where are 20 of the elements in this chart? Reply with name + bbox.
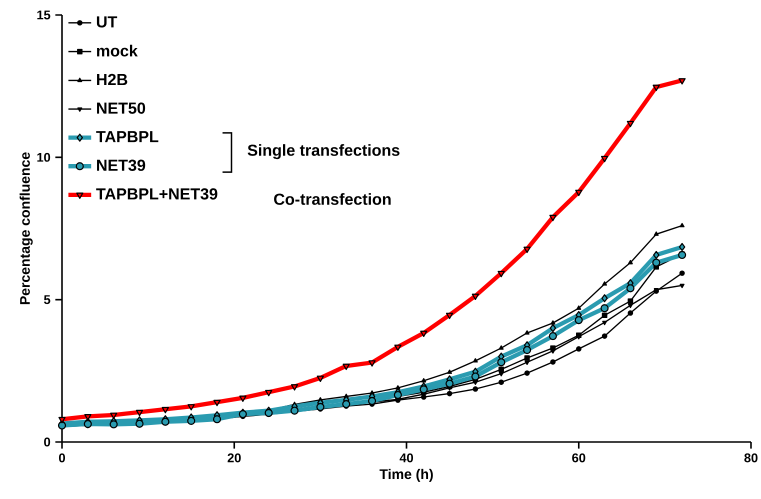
legend-label: NET50 <box>97 102 146 114</box>
y-tick-label: 5 <box>44 295 50 304</box>
legend-label: UT <box>96 16 118 28</box>
x-tick-label: 0 <box>58 453 66 462</box>
x-tick-label: 60 <box>572 453 586 462</box>
x-tick-label: 80 <box>744 453 758 462</box>
x-tick-label: 20 <box>228 453 241 462</box>
annotation: Single transfections <box>248 144 400 160</box>
legend-label: mock <box>97 44 138 57</box>
legend-label: TAPBPL <box>96 131 158 142</box>
y-axis-title: Percentage confluence <box>20 152 33 304</box>
legend-label: H2B <box>97 74 128 86</box>
annotation: Co-transfection <box>274 193 391 205</box>
legend-label: NET39 <box>97 160 146 171</box>
legend-label: TAPBPL+NET39 <box>96 188 218 200</box>
y-tick-label: 10 <box>37 152 50 162</box>
y-tick-label: 15 <box>37 10 50 20</box>
x-axis-title: Time (h) <box>380 468 433 482</box>
x-tick-label: 40 <box>400 453 414 462</box>
y-tick-label: 0 <box>44 438 50 446</box>
